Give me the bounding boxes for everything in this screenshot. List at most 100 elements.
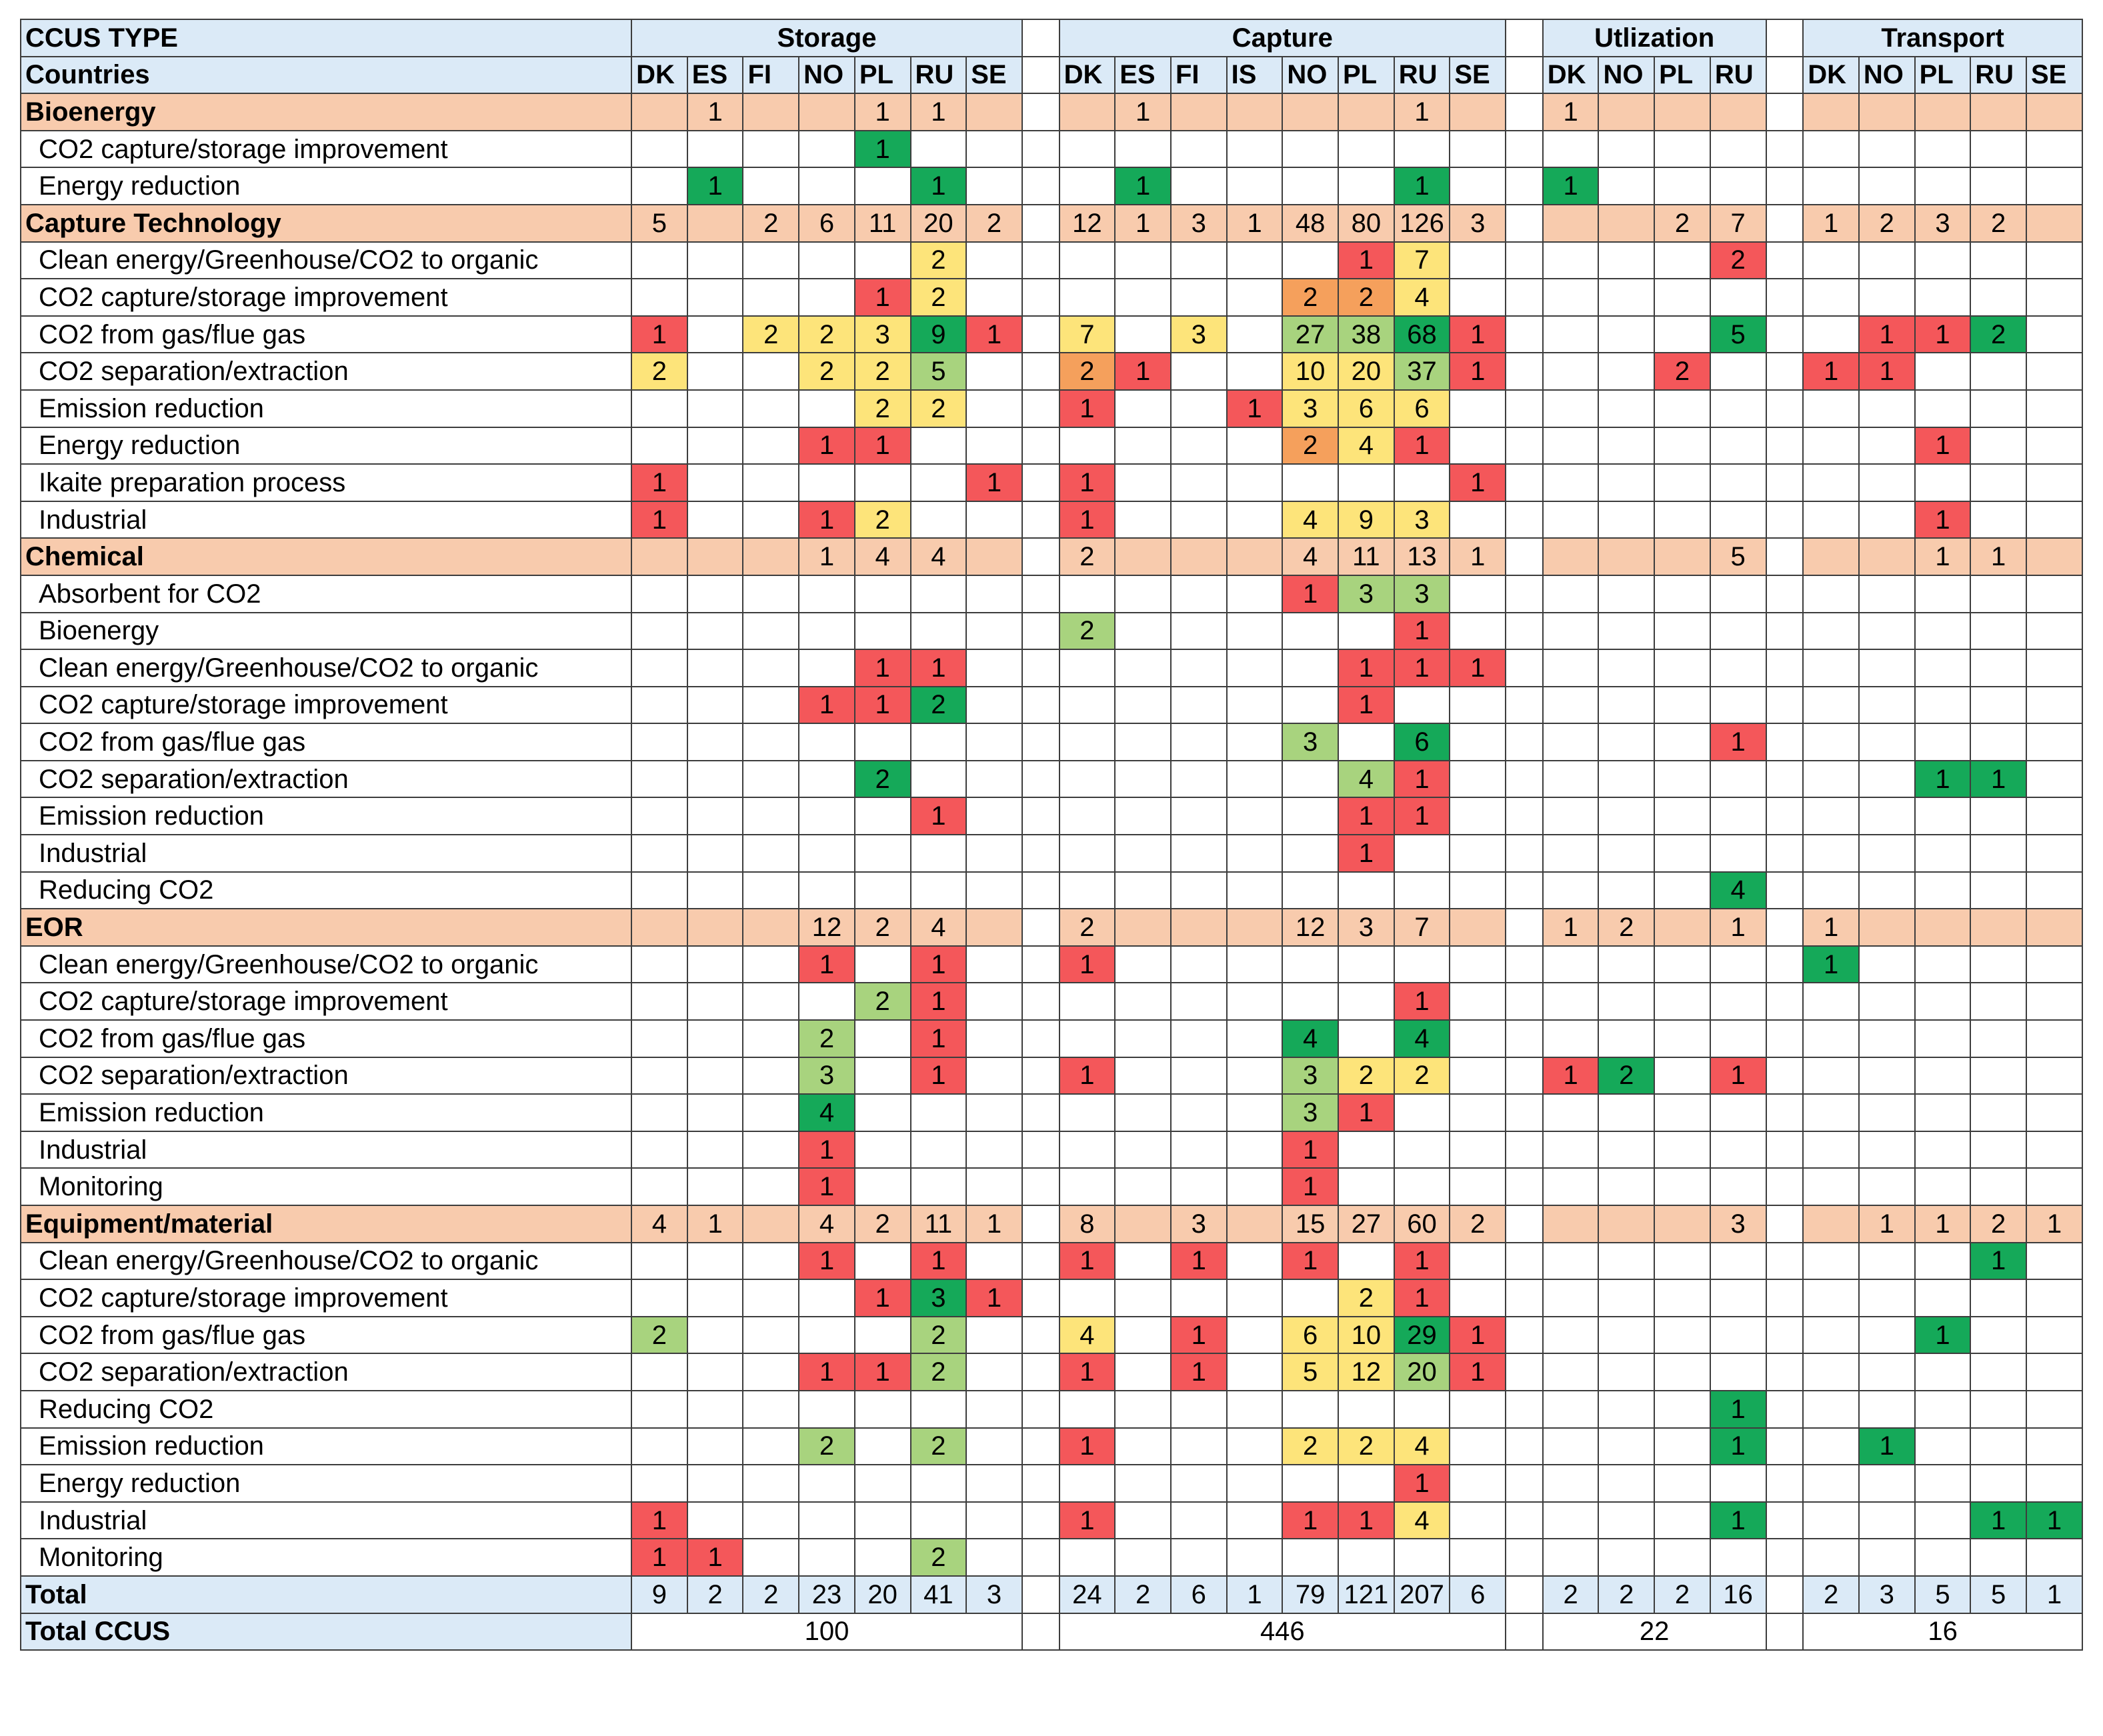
count-cell-storage-ru: 1 <box>909 1019 967 1058</box>
count-cell-capture-no: 2 <box>1282 1427 1339 1466</box>
count-cell-capture-se <box>1449 759 1507 799</box>
count-cell-utlization-pl <box>1654 1427 1711 1466</box>
count-cell-storage-pl <box>853 723 911 761</box>
count-cell-utlization-no <box>1598 1241 1656 1281</box>
count-cell-utlization-ru <box>1709 649 1767 687</box>
count-cell-storage-dk: 1 <box>631 315 688 354</box>
count-cell-capture-is <box>1226 167 1284 205</box>
count-cell-storage-ru <box>909 426 967 465</box>
count-cell-utlization-ru <box>1709 1130 1767 1169</box>
count-cell-capture-es <box>1114 129 1172 169</box>
count-cell-capture-pl: 2 <box>1338 278 1395 317</box>
subcategory-label: Energy reduction <box>19 1464 633 1503</box>
count-cell-storage-se <box>965 574 1023 613</box>
count-cell-capture-dk: 2 <box>1058 537 1116 576</box>
count-cell-storage-dk <box>631 797 688 836</box>
count-cell-capture-pl: 4 <box>1338 759 1395 799</box>
count-cell-capture-dk: 1 <box>1058 1056 1116 1095</box>
count-cell-capture-se <box>1449 167 1507 205</box>
count-cell-storage-fi: 2 <box>742 1575 800 1614</box>
subcategory-row: Bioenergy 2 1 <box>19 611 2084 651</box>
count-cell-capture-no: 1 <box>1282 1167 1339 1206</box>
group-spacer <box>1765 1130 1804 1169</box>
count-cell-capture-se <box>1449 797 1507 836</box>
group-spacer <box>1505 1575 1544 1614</box>
count-cell-transport-ru <box>1970 908 2027 947</box>
header-row-countries: Countries DK ES FI NO PL RU SE DK ES FI IS NO PL RU SE… <box>19 55 2084 95</box>
count-cell-utlization-pl <box>1654 315 1711 354</box>
total-ccus-label: Total CCUS <box>19 1612 633 1651</box>
count-cell-storage-se <box>965 1167 1023 1206</box>
count-cell-utlization-ru: 7 <box>1709 203 1767 243</box>
count-cell-transport-ru <box>1970 1130 2027 1169</box>
count-cell-capture-fi <box>1170 167 1228 205</box>
count-cell-storage-no <box>798 759 855 799</box>
count-cell-capture-dk: 1 <box>1058 1501 1116 1540</box>
group-spacer <box>1765 908 1804 947</box>
count-cell-storage-ru: 2 <box>909 389 967 428</box>
count-cell-storage-ru: 1 <box>909 167 967 205</box>
count-cell-capture-es <box>1114 1056 1172 1095</box>
count-cell-transport-dk <box>1802 1205 1860 1243</box>
count-cell-storage-ru: 1 <box>909 945 967 984</box>
count-cell-capture-es <box>1114 463 1172 502</box>
count-cell-capture-dk: 1 <box>1058 389 1116 428</box>
count-cell-utlization-pl: 2 <box>1654 1575 1711 1614</box>
count-cell-transport-dk <box>1802 1389 1860 1429</box>
count-cell-storage-ru <box>909 1389 967 1429</box>
count-cell-capture-ru: 1 <box>1393 167 1451 205</box>
count-cell-capture-pl: 27 <box>1338 1205 1395 1243</box>
count-cell-capture-es <box>1114 1279 1172 1317</box>
category-row: Chemical 1 4 4 2 4 11 13 1 5 1 1 <box>19 537 2084 576</box>
count-cell-storage-fi <box>742 241 800 280</box>
group-spacer <box>1021 908 1060 947</box>
count-cell-utlization-ru <box>1709 463 1767 502</box>
count-cell-capture-dk: 1 <box>1058 1353 1116 1391</box>
count-cell-storage-pl: 3 <box>853 315 911 354</box>
count-cell-capture-fi <box>1170 1130 1228 1169</box>
subcategory-row: CO2 separation/extraction 2 4 1 1 1 <box>19 759 2084 799</box>
group-spacer <box>1021 129 1060 169</box>
count-cell-transport-pl <box>1914 352 1972 391</box>
count-cell-capture-no <box>1282 759 1339 799</box>
count-cell-capture-ru: 3 <box>1393 574 1451 613</box>
count-cell-utlization-pl <box>1654 1130 1711 1169</box>
count-cell-transport-dk <box>1802 871 1860 910</box>
count-cell-utlization-ru <box>1709 945 1767 984</box>
country-header-storage-se: SE <box>965 55 1023 95</box>
count-cell-storage-dk <box>631 611 688 651</box>
count-cell-utlization-ru: 1 <box>1709 1427 1767 1466</box>
count-cell-storage-pl <box>853 1167 911 1206</box>
count-cell-capture-fi <box>1170 834 1228 873</box>
count-cell-utlization-dk <box>1542 203 1600 243</box>
count-cell-transport-se <box>2025 1241 2084 1281</box>
count-cell-utlization-dk <box>1542 871 1600 910</box>
count-cell-capture-ru: 4 <box>1393 1501 1451 1540</box>
country-header-transport-dk: DK <box>1802 55 1860 95</box>
subcategory-row: Monitoring 1 1 <box>19 1167 2084 1206</box>
country-header-transport-se: SE <box>2025 55 2084 95</box>
group-spacer <box>1505 1056 1544 1095</box>
count-cell-transport-no <box>1858 611 1916 651</box>
count-cell-storage-se <box>965 649 1023 687</box>
count-cell-storage-se <box>965 1501 1023 1540</box>
count-cell-capture-es <box>1114 426 1172 465</box>
count-cell-utlization-pl <box>1654 1205 1711 1243</box>
count-cell-transport-pl <box>1914 1241 1972 1281</box>
count-cell-capture-fi <box>1170 389 1228 428</box>
count-cell-utlization-no <box>1598 93 1656 131</box>
count-cell-transport-dk: 1 <box>1802 203 1860 243</box>
count-cell-storage-pl <box>853 1389 911 1429</box>
header-row-groups: CCUS TYPE Storage Capture Utlization Transp… <box>19 19 2083 57</box>
count-cell-transport-ru: 1 <box>1970 1241 2027 1281</box>
count-cell-transport-se <box>2025 167 2084 205</box>
count-cell-utlization-ru: 5 <box>1709 537 1767 576</box>
group-spacer <box>1765 55 1804 95</box>
count-cell-capture-fi <box>1170 1389 1228 1429</box>
subcategory-label: CO2 capture/storage improvement <box>19 278 633 317</box>
count-cell-capture-pl <box>1338 463 1395 502</box>
count-cell-storage-es <box>686 723 744 761</box>
total-ccus-transport: 16 <box>1802 1612 2083 1651</box>
count-cell-transport-pl <box>1914 871 1972 910</box>
count-cell-utlization-ru <box>1709 834 1767 873</box>
